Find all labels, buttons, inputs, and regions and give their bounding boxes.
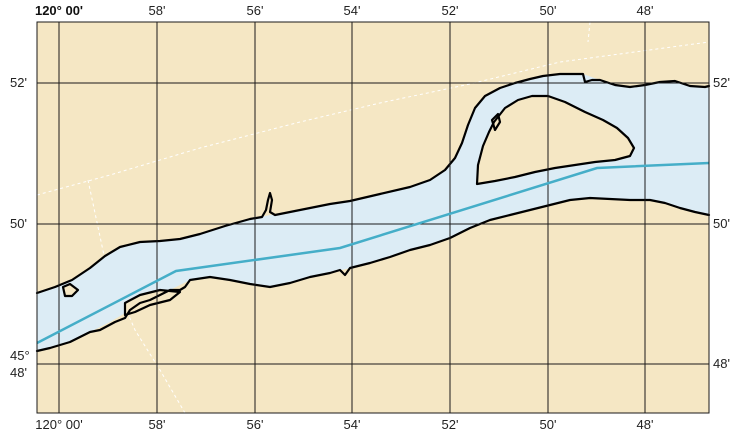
graticule [37,22,709,413]
longitude-label-bottom: 54' [343,417,361,432]
longitude-label-top: 54' [343,3,361,18]
longitude-label-top: 56' [246,3,264,18]
longitude-label-bottom: 56' [246,417,264,432]
longitude-label-bottom: 120° 00' [35,417,83,432]
south-shoreline [35,196,711,353]
longitude-label-bottom: 52' [441,417,459,432]
latitude-label-right: 50' [713,216,730,231]
latitude-label-right: 48' [713,356,730,371]
latitude-label-left: 48' [10,365,27,380]
longitude-label-top: 50' [539,3,557,18]
islet-shoreline [61,282,80,298]
longitude-label-bottom: 58' [148,417,166,432]
longitude-label-top: 58' [148,3,166,18]
latitude-label-left: 50' [10,216,27,231]
islet-shoreline [490,112,502,132]
dashed-boundaries [36,21,710,414]
latitude-label-left: 52' [10,75,27,90]
longitude-label-top: 52' [441,3,459,18]
shorelines [35,72,711,353]
latitude-label-right: 52' [713,75,730,90]
north-shoreline [35,72,711,295]
dashed-boundary-lower [87,179,186,414]
longitude-label-top: 120° 00' [34,3,84,18]
longitude-label-bottom: 50' [539,417,557,432]
longitude-label-top: 48' [636,3,654,18]
latitude-label-left: 45° [10,348,30,363]
longitude-label-bottom: 48' [636,417,654,432]
map-frame [36,21,710,414]
dashed-boundary-upper [36,41,710,196]
islet-shoreline [123,288,182,317]
route-line [36,161,710,345]
